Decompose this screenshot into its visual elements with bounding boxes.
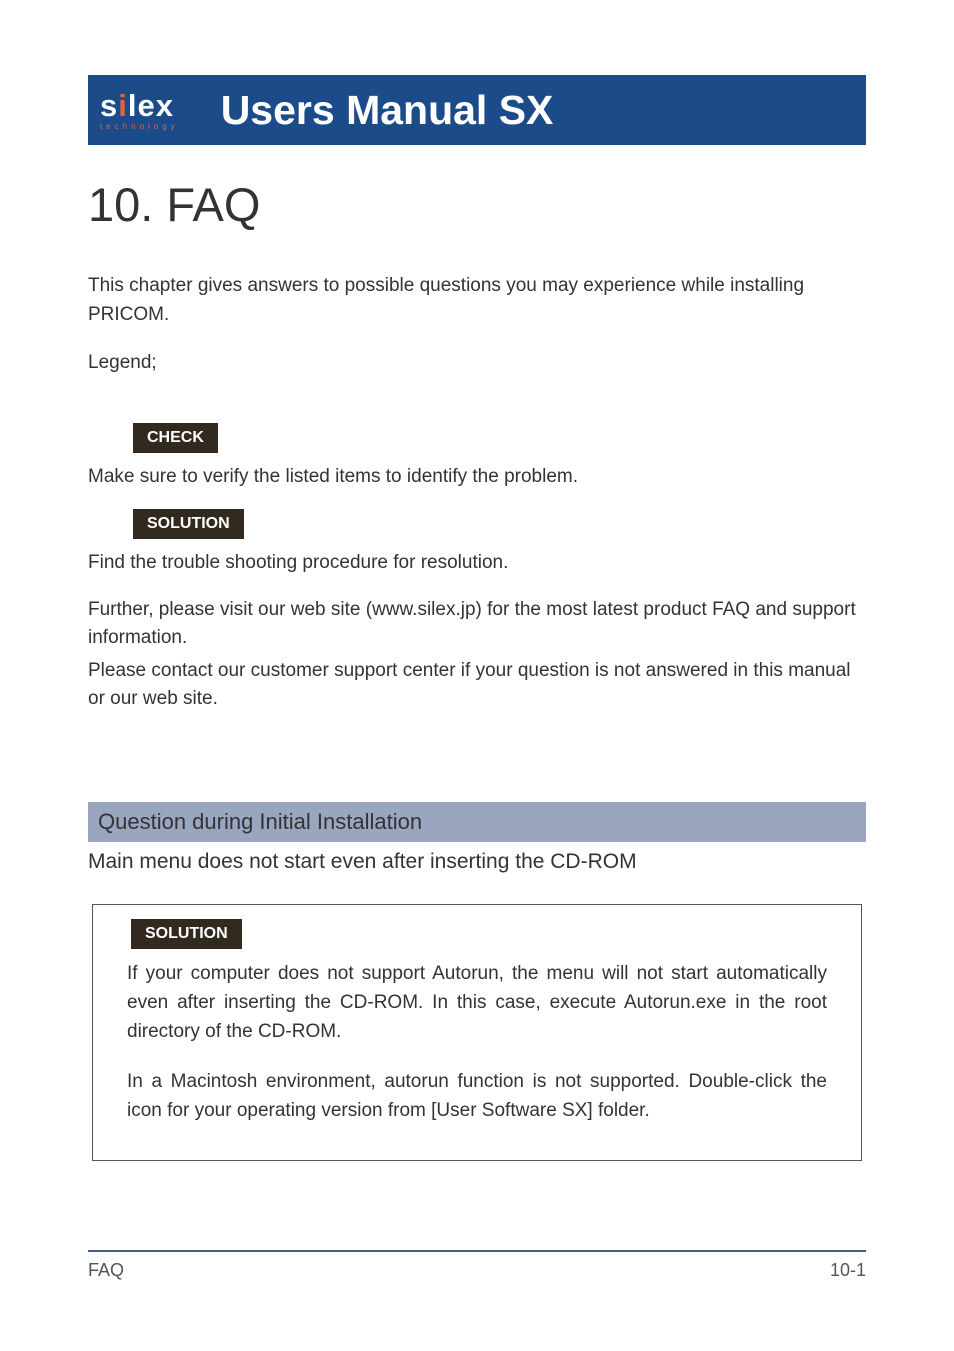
solution-badge-row: SOLUTION — [133, 509, 866, 539]
contact-info-text: Please contact our customer support cent… — [88, 657, 866, 714]
footer-left: FAQ — [88, 1260, 124, 1281]
legend-label: Legend; — [88, 349, 866, 378]
page-footer: FAQ 10-1 — [88, 1250, 866, 1281]
logo-subtext: technology — [100, 123, 179, 131]
chapter-title: 10. FAQ — [88, 177, 866, 232]
solution-box-badge: SOLUTION — [131, 919, 242, 949]
solution-badge: SOLUTION — [133, 509, 244, 539]
page-container: silex technology Users Manual SX 10. FAQ… — [0, 0, 954, 1351]
section-header: Question during Initial Installation — [88, 802, 866, 842]
intro-paragraph: This chapter gives answers to possible q… — [88, 272, 866, 329]
check-badge: CHECK — [133, 423, 218, 453]
solution-description: Find the trouble shooting procedure for … — [88, 549, 866, 578]
header-banner: silex technology Users Manual SX — [88, 75, 866, 145]
further-info-text: Further, please visit our web site (www.… — [88, 596, 866, 653]
logo-text: silex — [100, 90, 179, 121]
brand-logo: silex technology — [100, 90, 179, 131]
banner-title: Users Manual SX — [221, 87, 554, 134]
solution-box-para1: If your computer does not support Autoru… — [111, 959, 843, 1047]
footer-right: 10-1 — [830, 1260, 866, 1281]
check-badge-row: CHECK — [133, 423, 866, 453]
section-subtitle: Main menu does not start even after inse… — [88, 850, 866, 874]
solution-box: SOLUTION If your computer does not suppo… — [92, 904, 862, 1161]
solution-box-para2: In a Macintosh environment, autorun func… — [111, 1067, 843, 1126]
solution-box-badge-row: SOLUTION — [131, 919, 843, 949]
check-description: Make sure to verify the listed items to … — [88, 463, 866, 492]
